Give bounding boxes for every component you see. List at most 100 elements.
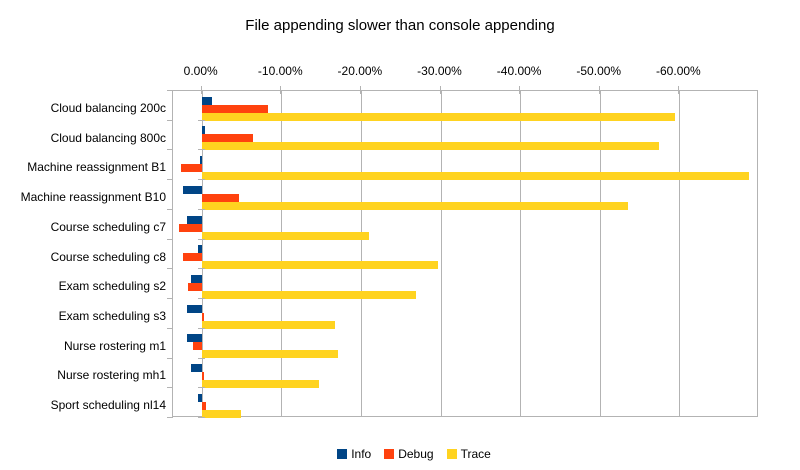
category-axis-tick-mark bbox=[167, 417, 173, 418]
legend-item-trace: Trace bbox=[446, 447, 491, 461]
bar-trace bbox=[201, 172, 750, 181]
x-axis-tick-mark bbox=[519, 86, 521, 94]
zero-line-tick-mark bbox=[197, 149, 205, 151]
gridline bbox=[520, 91, 522, 416]
bar-info bbox=[201, 126, 205, 135]
bar-debug bbox=[180, 164, 202, 173]
category-label: Sport scheduling nl14 bbox=[50, 398, 166, 413]
bar-info bbox=[200, 156, 202, 165]
x-axis-tick-mark bbox=[598, 86, 600, 94]
legend-label: Info bbox=[351, 447, 372, 461]
gridline bbox=[440, 91, 442, 416]
legend-item-info: Info bbox=[337, 447, 371, 461]
category-label: Cloud balancing 800c bbox=[50, 130, 166, 145]
legend-swatch-icon bbox=[446, 449, 457, 459]
category-label: Course scheduling c8 bbox=[50, 249, 166, 264]
gridline bbox=[281, 91, 283, 416]
x-axis-tick-label: -10.00% bbox=[257, 64, 303, 78]
bar-debug bbox=[188, 282, 202, 291]
category-axis-tick-mark bbox=[167, 327, 173, 329]
x-axis-tick-label: -40.00% bbox=[496, 64, 542, 78]
bar-debug bbox=[201, 312, 205, 321]
category-label: Machine reassignment B1 bbox=[27, 160, 166, 175]
bar-debug bbox=[201, 134, 253, 143]
bar-debug bbox=[201, 401, 207, 410]
category-label: Course scheduling c7 bbox=[50, 219, 166, 234]
category-axis-tick-mark bbox=[167, 149, 173, 151]
gridline bbox=[599, 91, 601, 416]
x-axis-tick-label: -30.00% bbox=[417, 64, 462, 78]
category-label: Exam scheduling s3 bbox=[58, 308, 166, 323]
x-axis-tick-label: -60.00% bbox=[656, 64, 701, 78]
zero-line-tick-mark bbox=[197, 417, 205, 418]
x-axis-tick-label: -20.00% bbox=[337, 64, 383, 78]
category-label: Nurse rostering mh1 bbox=[57, 368, 166, 383]
bar-info bbox=[186, 304, 202, 313]
category-axis-tick-mark bbox=[167, 387, 173, 389]
bar-trace bbox=[201, 112, 675, 121]
zero-line-tick-mark bbox=[197, 298, 205, 300]
bar-trace bbox=[201, 320, 335, 329]
bar-trace bbox=[201, 380, 319, 389]
zero-line-tick-mark bbox=[197, 387, 205, 389]
bar-trace bbox=[201, 409, 241, 418]
zero-line-tick-mark bbox=[197, 238, 205, 240]
bar-debug bbox=[192, 342, 202, 351]
bar-trace bbox=[201, 290, 416, 299]
bar-debug bbox=[201, 193, 240, 202]
category-axis-tick-mark bbox=[167, 90, 173, 91]
bar-trace bbox=[201, 142, 660, 151]
category-label: Exam scheduling s2 bbox=[58, 279, 166, 294]
bar-debug bbox=[179, 223, 202, 232]
legend-swatch-icon bbox=[337, 449, 348, 459]
chart-legend: Info Debug Trace bbox=[0, 446, 800, 462]
x-axis-tick-mark bbox=[678, 86, 680, 94]
bar-info bbox=[201, 96, 212, 105]
legend-swatch-icon bbox=[384, 449, 395, 459]
bar-info bbox=[186, 334, 202, 343]
bar-trace bbox=[201, 261, 439, 270]
bar-trace bbox=[201, 231, 369, 240]
bar-info bbox=[190, 364, 202, 373]
bar-info bbox=[183, 185, 202, 194]
zero-line-tick-mark bbox=[197, 268, 205, 270]
chart-title: File appending slower than console appen… bbox=[245, 17, 555, 34]
zero-line-tick-mark bbox=[197, 90, 205, 91]
plot-area bbox=[172, 90, 758, 418]
gridline bbox=[757, 91, 758, 416]
category-axis-tick-mark bbox=[167, 119, 173, 121]
category-axis-tick-mark bbox=[167, 298, 173, 300]
x-axis-tick-mark bbox=[280, 86, 282, 94]
bar-debug bbox=[183, 253, 202, 262]
category-axis-tick-mark bbox=[167, 208, 173, 210]
category-label: Machine reassignment B10 bbox=[20, 190, 166, 205]
bar-trace bbox=[201, 350, 338, 359]
bar-info bbox=[191, 274, 202, 283]
bar-info bbox=[197, 245, 202, 254]
x-axis-tick-mark bbox=[359, 86, 361, 94]
gridline bbox=[679, 91, 681, 416]
category-label: Nurse rostering m1 bbox=[63, 338, 166, 353]
zero-line-tick-mark bbox=[197, 119, 205, 121]
zero-line-tick-mark bbox=[197, 327, 205, 329]
bar-debug bbox=[201, 104, 268, 113]
bar-trace bbox=[201, 201, 629, 210]
zero-line-tick-mark bbox=[197, 357, 205, 359]
bar-info bbox=[198, 393, 202, 402]
x-axis-tick-label: -50.00% bbox=[576, 64, 622, 78]
zero-line-tick-mark bbox=[197, 208, 205, 210]
zero-axis-line bbox=[201, 91, 203, 416]
category-axis-tick-mark bbox=[167, 238, 173, 240]
category-label: Cloud balancing 200c bbox=[50, 100, 166, 115]
legend-label: Debug bbox=[398, 447, 434, 461]
zero-line-tick-mark bbox=[197, 179, 205, 181]
legend-label: Trace bbox=[460, 447, 491, 461]
bar-info bbox=[186, 215, 202, 224]
bar-debug bbox=[201, 372, 205, 381]
legend-item-debug: Debug bbox=[384, 447, 434, 461]
category-axis-tick-mark bbox=[167, 357, 173, 359]
gridline bbox=[360, 91, 362, 416]
x-axis-tick-mark bbox=[439, 86, 441, 94]
category-axis-tick-mark bbox=[167, 268, 173, 270]
